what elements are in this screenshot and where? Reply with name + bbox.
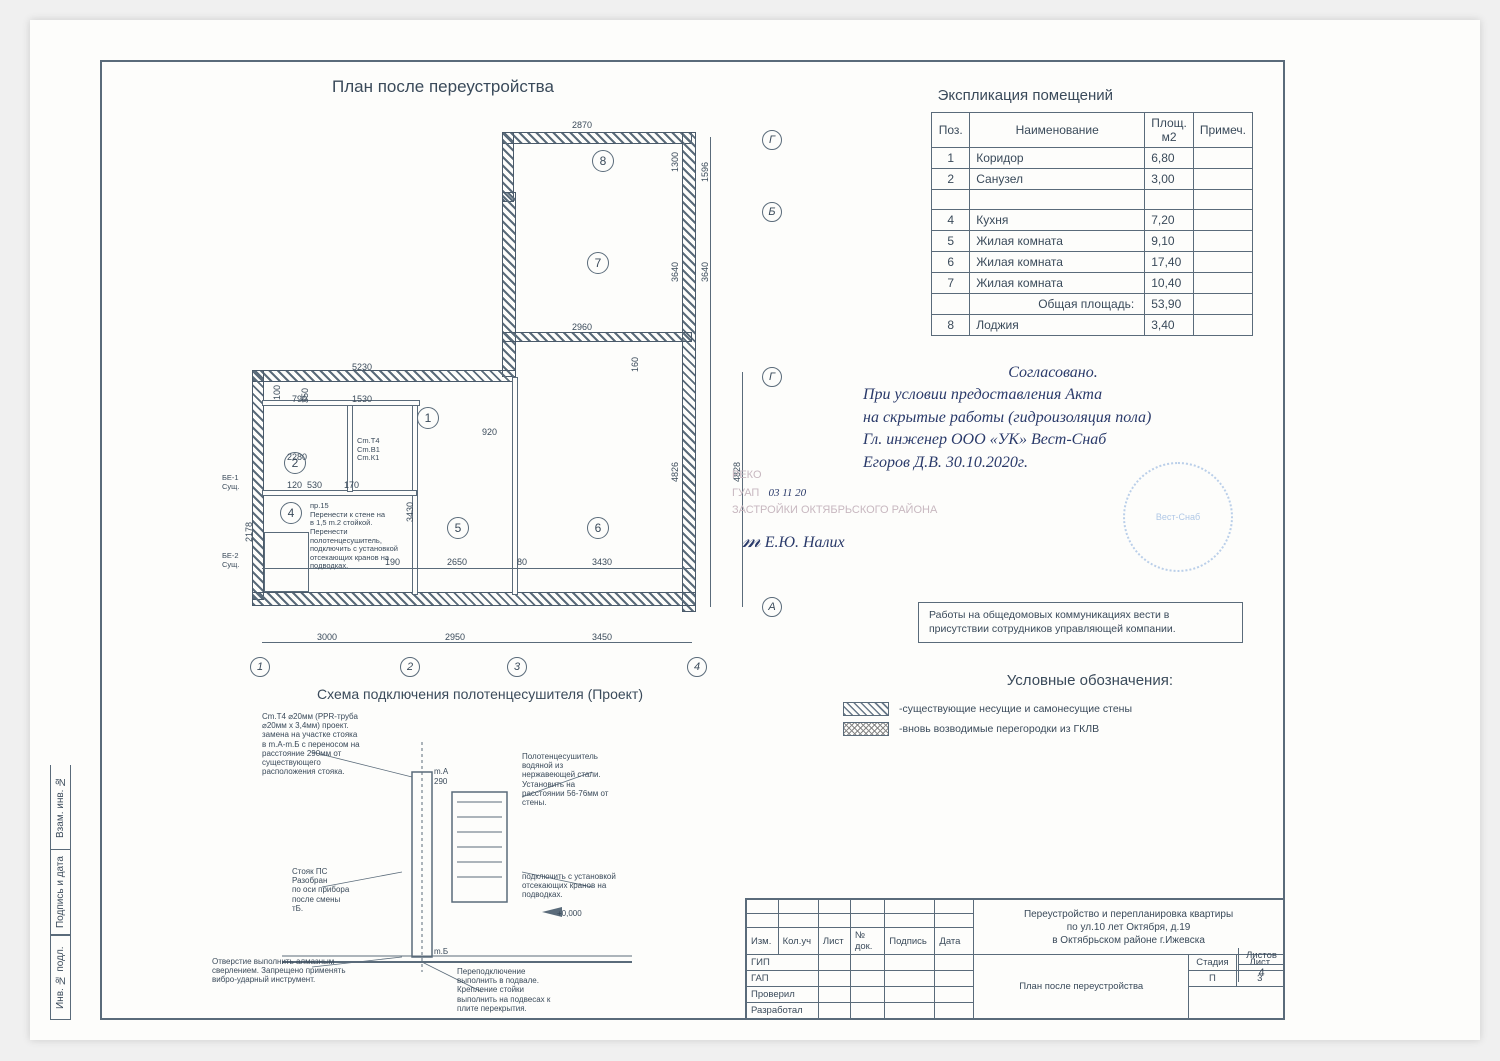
axis-1: 1 <box>250 657 270 677</box>
hatch-new <box>843 722 889 736</box>
round-stamp: Вест-Снаб <box>1123 462 1233 572</box>
legend-title: Условные обозначения: <box>1007 672 1173 689</box>
explication-title: Экспликация помещений <box>938 87 1113 104</box>
axis-2: 2 <box>400 657 420 677</box>
explication-table: Поз. Наименование Площ. м2 Примеч. 1Кори… <box>931 112 1253 336</box>
approval-handwriting: Согласовано. При условии предоставления … <box>863 362 1243 474</box>
room-6: 6 <box>587 517 609 539</box>
room-7: 7 <box>587 252 609 274</box>
paper-sheet: Взам. инв. № Подпись и дата Инв. № подл.… <box>30 20 1480 1040</box>
sidebar-inv: Инв. № подл. <box>50 935 71 1020</box>
axis-4: 4 <box>687 657 707 677</box>
signature-2: 𝓂 Е.Ю. Налих <box>742 527 845 553</box>
legend: -существующие несущие и самонесущие стен… <box>843 702 1243 742</box>
drawing-area: План после переустройства <box>112 72 1273 1008</box>
floor-plan: 8 7 1 2 4 5 6 Г Б Г А 1 2 3 4 2870 2960 <box>192 102 732 632</box>
works-note-box: Работы на общедомовых коммуникациях вест… <box>918 602 1243 643</box>
schema-title: Схема подключения полотенцесушителя (Про… <box>317 686 643 702</box>
axis-g: Г <box>762 130 782 150</box>
room-1: 1 <box>417 407 439 429</box>
towel-rail-schema: Сm.Т4 ⌀20мм (PPR-труба ⌀20мм х 3,4мм) пр… <box>262 712 652 1012</box>
faded-stamp-text: РЕКО ГУАП 03 11 20 ЗАСТРОЙКИ ОКТЯБРЬСКОГ… <box>732 467 937 520</box>
sidebar-vzam: Взам. инв. № <box>50 765 71 850</box>
title-block: Переустройство и перепланировка квартиры… <box>745 898 1285 1020</box>
room-5: 5 <box>447 517 469 539</box>
sidebar-podpis: Подпись и дата <box>50 850 71 935</box>
plan-title: План после переустройства <box>332 77 554 97</box>
axis-b: Б <box>762 202 782 222</box>
axis-a: А <box>762 597 782 617</box>
hatch-existing <box>843 702 889 716</box>
axis-g2: Г <box>762 367 782 387</box>
room-4: 4 <box>280 502 302 524</box>
room-8: 8 <box>592 150 614 172</box>
axis-3: 3 <box>507 657 527 677</box>
sidebar-boxes: Взам. инв. № Подпись и дата Инв. № подл. <box>50 765 100 1020</box>
drawing-frame: Взам. инв. № Подпись и дата Инв. № подл.… <box>100 60 1285 1020</box>
